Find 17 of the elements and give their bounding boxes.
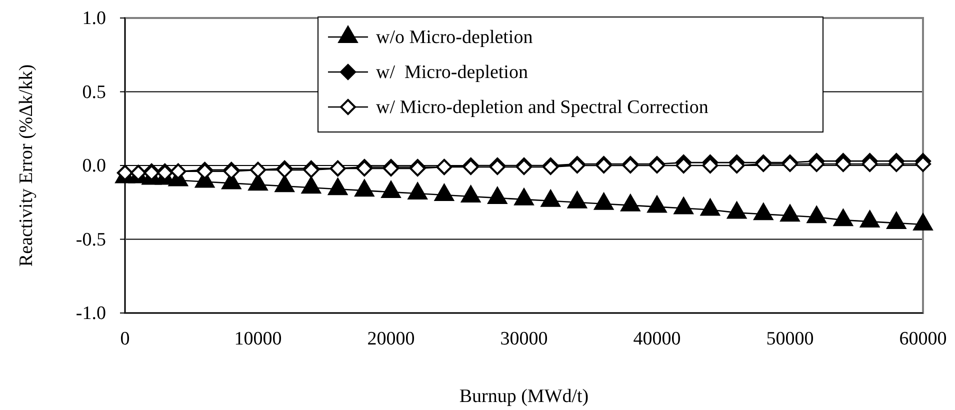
x-tick-label: 60000 — [899, 328, 947, 350]
x-tick-label: 10000 — [234, 328, 282, 350]
x-tick-label: 30000 — [500, 328, 548, 350]
legend-label: w/ Micro-depletion — [376, 62, 528, 83]
y-tick-label: 0.5 — [82, 82, 106, 103]
y-tick-label: 0.0 — [82, 156, 106, 177]
legend-label: w/o Micro-depletion — [376, 27, 534, 48]
x-axis-title: Burnup (MWd/t) — [459, 386, 589, 407]
x-tick-label: 50000 — [766, 328, 814, 350]
y-tick-label: -0.5 — [76, 229, 106, 250]
legend-label: w/ Micro-depletion and Spectral Correction — [376, 97, 709, 118]
x-tick-label: 0 — [120, 328, 130, 350]
y-axis-title: Reactivity Error (%Δk/kk) — [16, 64, 37, 267]
y-tick-label: -1.0 — [76, 303, 106, 324]
x-tick-label: 20000 — [367, 328, 415, 350]
x-tick-label: 40000 — [633, 328, 681, 350]
y-tick-label: 1.0 — [82, 8, 106, 30]
